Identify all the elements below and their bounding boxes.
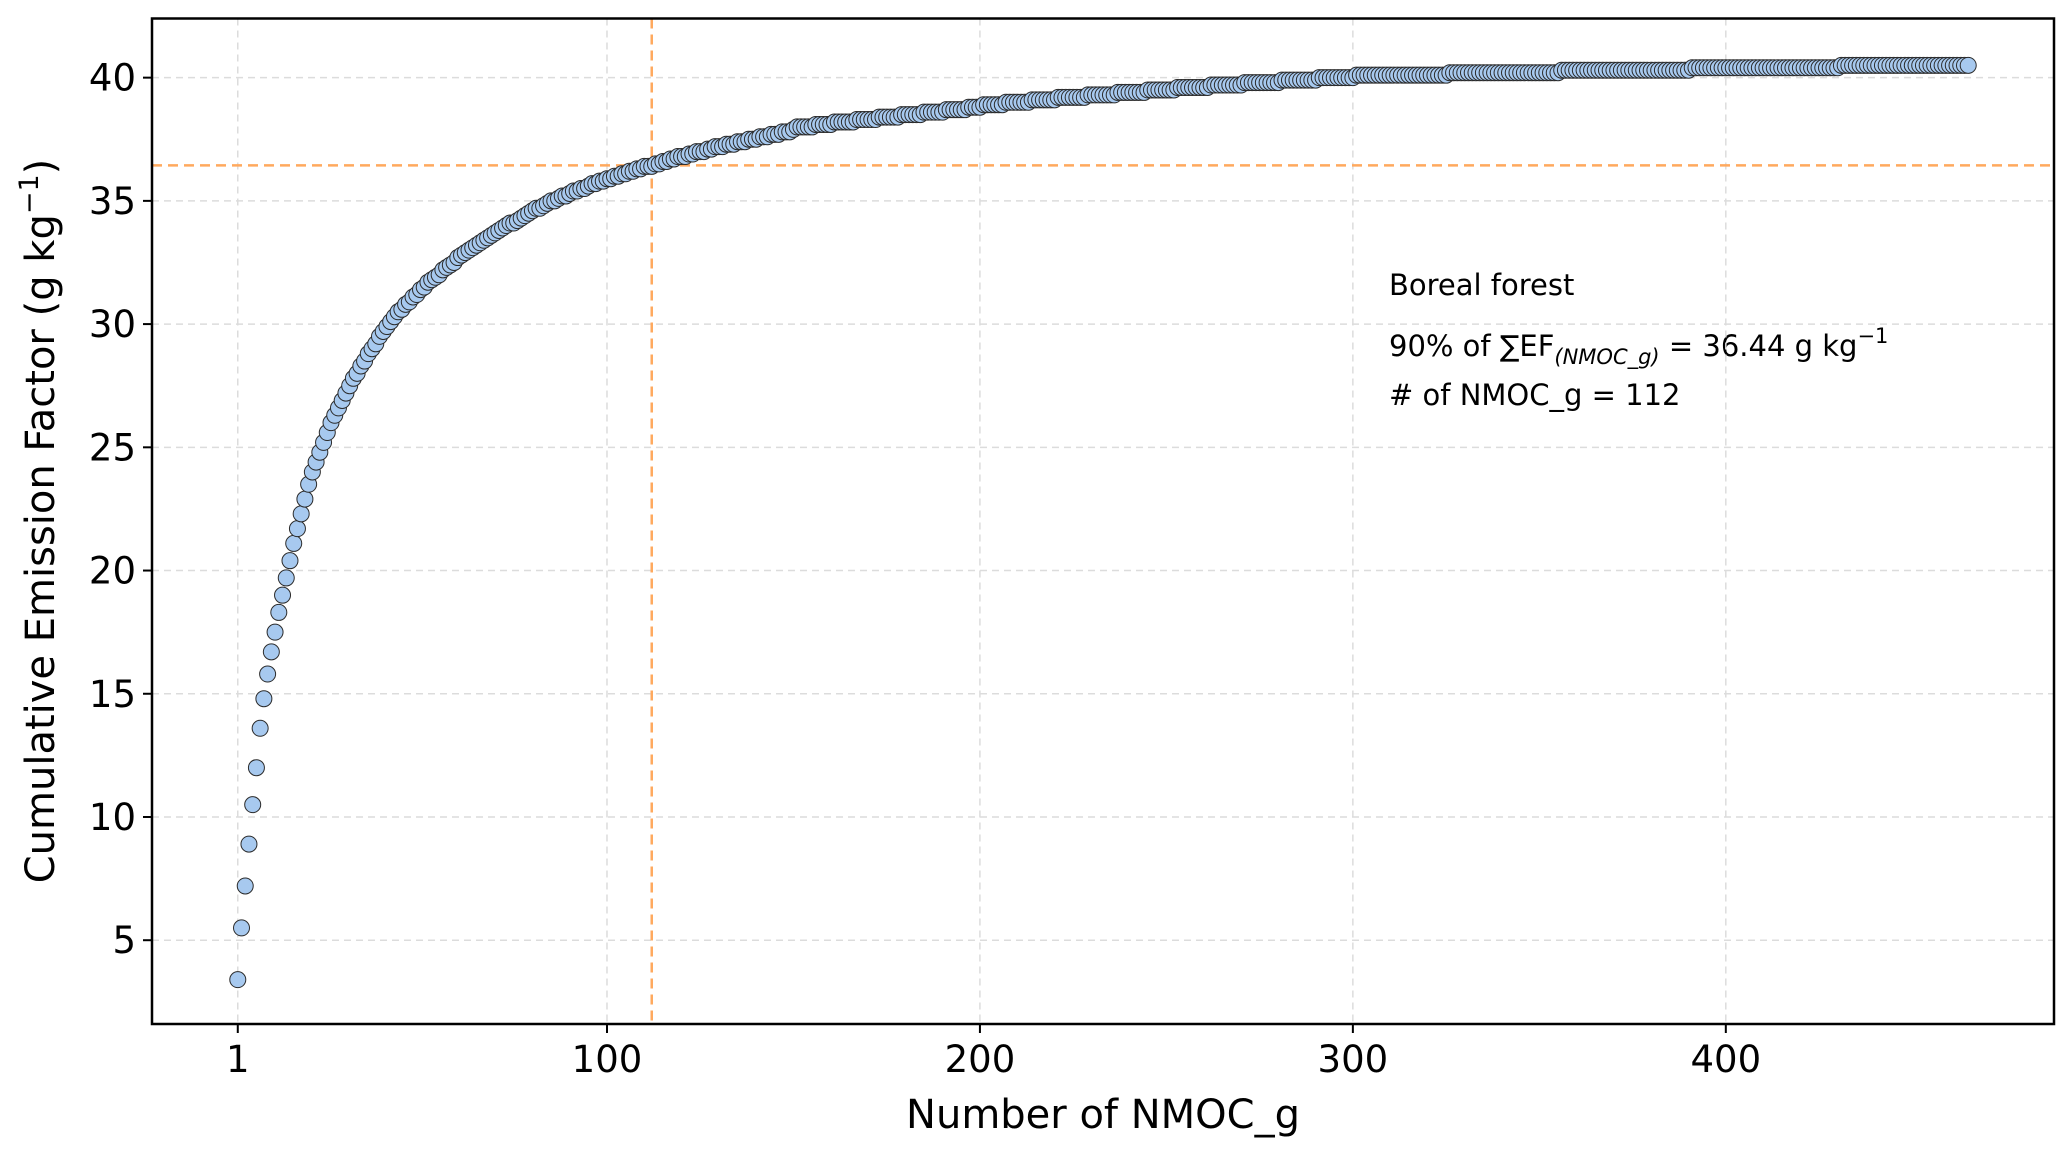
y-tick-label: 35 xyxy=(89,180,136,223)
data-point xyxy=(285,534,303,552)
annotation-line: 90% of ∑EF(NMOC_g) = 36.44 g kg−1 xyxy=(1389,324,1888,370)
data-point xyxy=(1959,56,1977,74)
data-point xyxy=(251,719,269,737)
plot-frame xyxy=(150,17,2056,1026)
y-label-end: ) xyxy=(18,159,64,175)
y-tick-label: 10 xyxy=(89,796,136,839)
data-point xyxy=(233,919,251,937)
annotation-part: 90% of ∑EF xyxy=(1389,329,1554,363)
data-point xyxy=(229,971,247,989)
data-point xyxy=(277,569,295,587)
y-label-sup: −1 xyxy=(14,174,45,214)
data-point xyxy=(274,586,292,604)
x-tick-label: 200 xyxy=(945,1038,1016,1081)
data-point xyxy=(281,552,299,570)
grid xyxy=(152,18,2054,1024)
data-point xyxy=(255,690,273,708)
x-tick-label: 1 xyxy=(226,1038,250,1081)
y-tick-label: 20 xyxy=(89,550,136,593)
data-point xyxy=(270,603,288,621)
x-tick-label: 300 xyxy=(1318,1038,1389,1081)
annotation-line: # of NMOC_g = 112 xyxy=(1389,378,1680,412)
data-point xyxy=(296,490,314,508)
data-point xyxy=(247,759,265,777)
data-point xyxy=(288,520,306,538)
y-tick-label: 25 xyxy=(89,426,136,469)
annotation-sup: −1 xyxy=(1857,324,1888,348)
data-point xyxy=(236,877,254,895)
y-tick-label: 5 xyxy=(112,919,136,962)
points xyxy=(229,56,1977,989)
annotation-title: Boreal forest xyxy=(1389,268,1574,302)
annotation-part: = 36.44 g kg xyxy=(1660,329,1858,363)
data-point xyxy=(244,796,262,814)
y-tick-label: 40 xyxy=(89,57,136,100)
data-point xyxy=(259,665,277,683)
y-tick-label: 15 xyxy=(89,673,136,716)
y-tick-label: 30 xyxy=(89,303,136,346)
annotation-sub: (NMOC_g) xyxy=(1554,345,1659,370)
x-tick-label: 100 xyxy=(572,1038,643,1081)
data-point xyxy=(292,505,310,523)
data-point xyxy=(262,643,280,661)
data-point xyxy=(240,835,258,853)
x-tick-label: 400 xyxy=(1690,1038,1761,1081)
y-axis-label: Cumulative Emission Factor (g kg−1) xyxy=(14,159,64,884)
data-point xyxy=(266,623,284,641)
y-label-text: Cumulative Emission Factor (g kg xyxy=(18,214,64,883)
x-axis-label: Number of NMOC_g xyxy=(906,1092,1300,1138)
